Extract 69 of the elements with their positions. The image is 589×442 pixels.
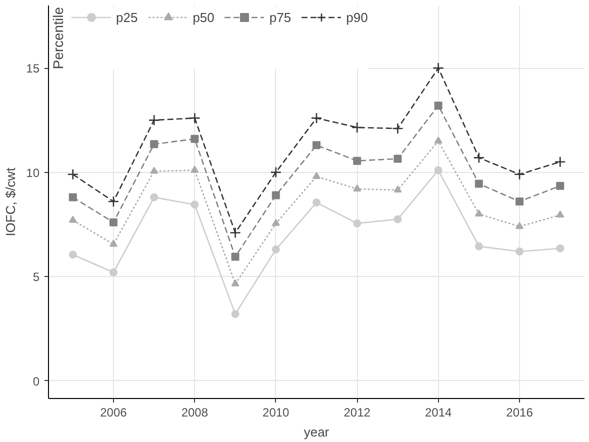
point: [474, 180, 483, 188]
legend-title: Percentile: [50, 7, 66, 70]
point: [109, 268, 118, 276]
point: [353, 184, 362, 192]
point: [109, 240, 118, 247]
point: [270, 166, 282, 178]
point: [150, 166, 158, 174]
point: [432, 62, 444, 74]
point: [272, 191, 280, 200]
x-tick-label: 2014: [424, 406, 452, 420]
point: [516, 197, 524, 206]
x-tick-label: 2008: [181, 406, 208, 420]
point: [68, 250, 77, 259]
y-axis-title: IOFC, $/cwt: [3, 167, 18, 236]
point: [473, 152, 485, 164]
point: [394, 215, 402, 224]
point: [189, 112, 200, 124]
point: [554, 156, 566, 168]
y-tick-label: 0: [32, 374, 40, 388]
point: [556, 244, 564, 252]
y-tick-label: 15: [26, 62, 40, 76]
point: [148, 114, 160, 126]
point: [474, 209, 483, 217]
point: [353, 219, 362, 228]
point: [231, 252, 240, 261]
point: [190, 200, 199, 209]
point: [231, 310, 240, 318]
point: [312, 198, 320, 207]
point: [272, 245, 280, 254]
point: [392, 122, 404, 134]
point: [514, 168, 526, 180]
point: [190, 166, 199, 173]
point: [68, 216, 77, 223]
point: [310, 112, 322, 124]
x-tick-label: 2016: [506, 406, 534, 420]
point: [434, 136, 442, 144]
point: [230, 227, 241, 238]
point: [394, 154, 402, 163]
point: [108, 196, 120, 208]
x-tick-label: 2006: [100, 406, 128, 420]
point: [516, 222, 524, 230]
legend-label: p75: [269, 10, 292, 24]
point: [556, 210, 564, 218]
point: [272, 218, 280, 226]
point: [231, 279, 240, 286]
point: [67, 168, 79, 180]
point: [434, 166, 442, 174]
y-tick-label: 5: [32, 270, 40, 284]
legend-label: p90: [346, 10, 368, 24]
x-tick-label: 2012: [344, 406, 371, 420]
point: [394, 185, 402, 193]
y-tick-label: 10: [26, 166, 40, 180]
point: [474, 242, 483, 250]
legend-label: p50: [192, 10, 214, 24]
point: [190, 134, 199, 143]
point: [434, 102, 442, 110]
point: [353, 156, 362, 165]
point: [150, 140, 158, 148]
x-axis-title: year: [304, 424, 330, 440]
x-tick-label: 2010: [262, 406, 290, 420]
point: [516, 248, 524, 256]
point: [150, 193, 158, 202]
point: [109, 218, 118, 226]
point: [556, 182, 564, 190]
point: [351, 122, 363, 134]
legend-label: p25: [116, 10, 138, 24]
point: [312, 141, 320, 150]
point: [68, 193, 77, 202]
point: [312, 172, 320, 179]
